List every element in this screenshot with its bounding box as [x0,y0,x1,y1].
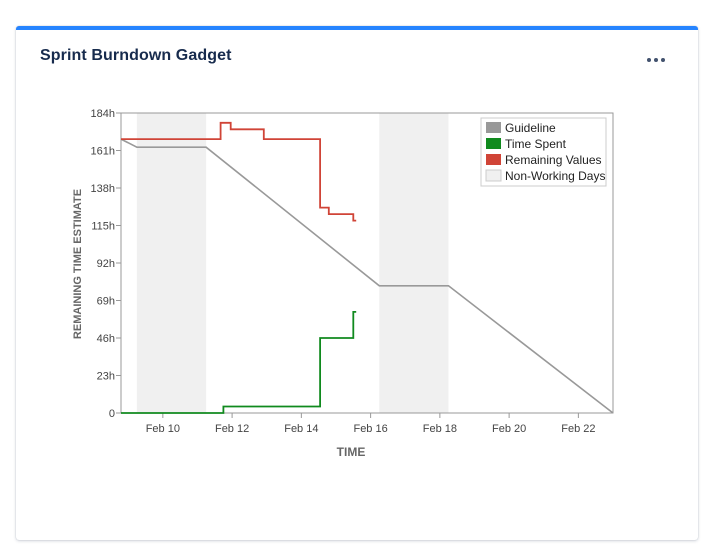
non-working-days-bands [136,113,449,413]
legend-label: Guideline [505,121,556,135]
legend-label: Non-Working Days [505,169,605,183]
legend-label: Time Spent [505,137,567,151]
y-tick-label: 23h [97,371,115,383]
x-axis: Feb 10 Feb 12 Feb 14 Feb 16 Feb 18 Feb 20 Feb … [146,413,595,435]
guideline-series [120,138,614,414]
x-axis-title: TIME [337,445,366,459]
remaining-values-series [121,121,357,222]
x-tick-label: Feb 12 [215,423,249,435]
y-tick-label: 184h [91,108,115,120]
gadget-title: Sprint Burndown Gadget [40,47,232,64]
y-tick-label: 46h [97,333,115,345]
x-tick-label: Feb 22 [561,423,595,435]
non-working-band [136,113,207,413]
y-axis-title: REMAINING TIME ESTIMATE [72,189,84,339]
legend-swatch [486,138,501,149]
y-tick-label: 138h [91,183,115,195]
series-lines [120,121,614,414]
x-tick-label: Feb 10 [146,423,180,435]
x-tick-label: Feb 20 [492,423,526,435]
legend-label: Remaining Values [505,153,602,167]
sprint-burndown-gadget: Sprint Burndown Gadget [16,26,698,540]
time-spent-series [121,310,357,414]
legend-swatch [485,169,502,182]
legend-swatch [486,154,501,165]
x-tick-label: Feb 16 [353,423,387,435]
x-tick-label: Feb 14 [284,423,318,435]
legend-box [480,117,607,187]
legend: Guideline Time Spent Remaining Values Non-W… [480,117,607,187]
y-tick-label: 115h [91,221,115,233]
x-tick-label: Feb 18 [423,423,457,435]
y-tick-label: 161h [91,146,115,158]
y-tick-label: 69h [97,296,115,308]
non-working-band [379,113,449,413]
y-axis: 0 23h 46h 69h 92h 115h 138h 161h 184h [91,108,121,420]
more-options-icon[interactable] [644,50,668,70]
y-tick-label: 92h [97,258,115,270]
legend-swatch [486,122,501,133]
y-tick-label: 0 [109,408,115,420]
